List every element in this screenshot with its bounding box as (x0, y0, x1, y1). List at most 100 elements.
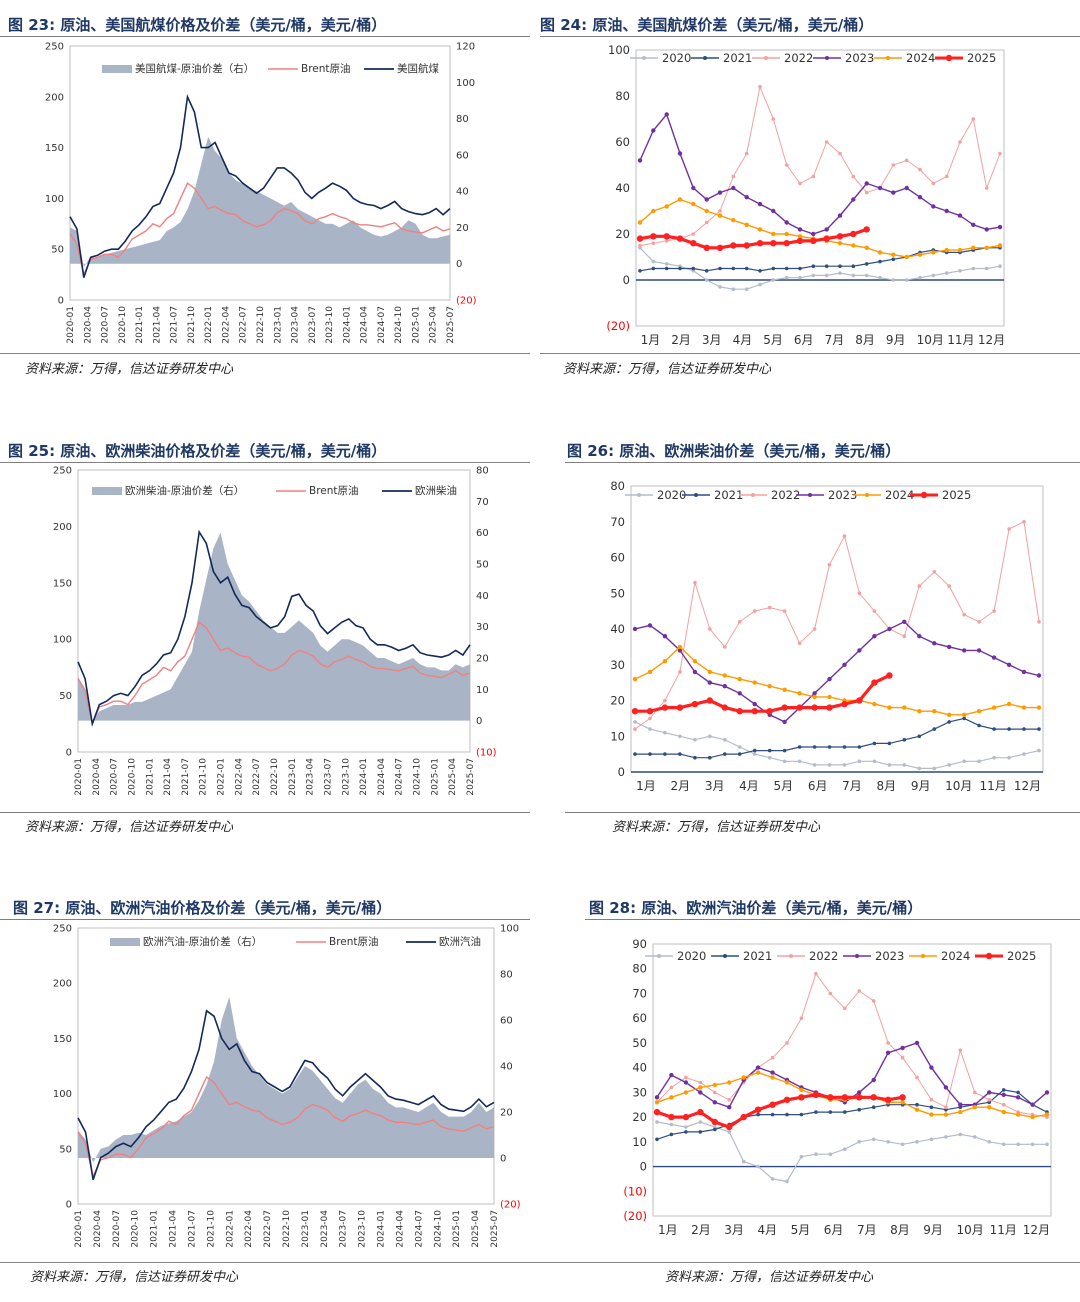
series-point-2022 (977, 620, 981, 624)
series-point-2020 (825, 274, 829, 278)
left-tick-label: 200 (53, 522, 72, 533)
x-tick-label: 2023-01 (301, 1210, 311, 1248)
series-point-2021 (678, 752, 682, 756)
month-label: 10月 (945, 779, 972, 793)
legend-product-label: 欧洲汽油 (439, 935, 481, 948)
x-tick-label: 2022-10 (270, 758, 280, 796)
series-point-2023 (771, 209, 775, 213)
month-label: 8月 (890, 1223, 910, 1237)
series-point-2021 (785, 1113, 789, 1117)
x-tick-label: 2025-07 (490, 1210, 500, 1248)
series-point-2023 (638, 158, 642, 162)
x-tick-label: 2020-10 (131, 1210, 141, 1248)
y-tick-label: 40 (632, 1061, 647, 1075)
x-tick-label: 2020-04 (83, 306, 93, 344)
legend-marker-2021 (723, 954, 727, 958)
series-point-2024 (887, 705, 891, 709)
y-tick-label: 20 (610, 694, 625, 708)
series-point-2023 (977, 648, 981, 652)
series-point-2021 (800, 1113, 804, 1117)
series-point-2024 (973, 1105, 977, 1109)
series-point-2024 (1007, 702, 1011, 706)
x-tick-label: 2021-07 (170, 306, 180, 344)
left-tick-label: 250 (53, 924, 72, 935)
series-point-2022 (798, 642, 802, 646)
series-point-2025 (899, 1094, 905, 1100)
series-point-2022 (985, 186, 989, 190)
series-point-2025 (797, 238, 803, 244)
legend-label-2024: 2024 (906, 51, 935, 65)
series-point-2025 (677, 235, 683, 241)
series-point-2020 (1002, 1143, 1006, 1147)
series-point-2023 (905, 186, 909, 190)
x-tick-label: 2025-07 (446, 306, 456, 344)
series-point-2023 (971, 223, 975, 227)
series-point-2021 (947, 720, 951, 724)
series-point-2021 (825, 264, 829, 268)
series-point-2023 (753, 702, 757, 706)
series-point-2022 (905, 159, 909, 163)
series-point-2021 (872, 1105, 876, 1109)
series-point-2022 (652, 241, 656, 245)
series-point-2023 (917, 634, 921, 638)
series-point-2024 (1002, 1110, 1006, 1114)
x-tick-label: 2024-04 (377, 758, 387, 796)
legend-marker-2025 (921, 492, 927, 498)
x-tick-label: 2022-04 (234, 758, 244, 796)
series-point-2023 (891, 190, 895, 194)
y-tick-label: 50 (632, 1036, 647, 1050)
series-point-2022 (828, 563, 832, 567)
series-point-2025 (683, 1114, 689, 1120)
series-point-2024 (915, 1108, 919, 1112)
series-point-2024 (638, 220, 642, 224)
series-point-2024 (678, 645, 682, 649)
legend-marker-2022 (751, 493, 755, 497)
fig23-svg: 050100150200250(20)0204060801001202020-0… (0, 38, 530, 350)
x-tick-label: 2023-04 (306, 758, 316, 796)
series-point-2020 (972, 267, 976, 271)
fig25-bottom-rule (0, 812, 530, 813)
series-point-2020 (723, 738, 727, 742)
series-point-2025 (692, 701, 698, 707)
month-label: 2月 (670, 779, 690, 793)
series-point-2021 (878, 260, 882, 264)
series-point-2025 (856, 697, 862, 703)
series-point-2023 (851, 197, 855, 201)
y-tick-label: 0 (623, 273, 630, 287)
left-tick-label: 100 (53, 635, 72, 646)
series-point-2020 (888, 763, 892, 767)
series-point-2024 (708, 670, 712, 674)
series-point-2020 (756, 1165, 760, 1169)
fig27-bottom-rule (0, 1262, 1080, 1263)
series-point-2022 (873, 609, 877, 613)
series-point-2024 (669, 1095, 673, 1099)
series-point-2021 (705, 269, 709, 273)
fig27-chart: 0 50 100 150 200 250 (20) 0 20 40 60 80 100 2020-01 20… (0, 921, 530, 1259)
series-point-2023 (798, 227, 802, 231)
x-tick-label: 2023-10 (341, 758, 351, 796)
series-point-2020 (843, 1147, 847, 1151)
y-tick-label: 100 (608, 43, 630, 57)
series-point-2021 (888, 742, 892, 746)
series-point-2021 (652, 267, 656, 271)
series-point-2021 (753, 749, 757, 753)
legend-spread-label: 美国航煤-原油价差（右） (135, 62, 254, 75)
series-point-2022 (829, 992, 833, 996)
series-point-2025 (796, 704, 802, 710)
x-tick-label: 2022-04 (221, 306, 231, 344)
right-tick-label: (10) (476, 748, 497, 759)
series-point-2022 (944, 1105, 948, 1109)
series-point-2024 (958, 1110, 962, 1114)
x-tick-label: 2021-04 (169, 1210, 179, 1248)
left-tick-label: 200 (53, 979, 72, 990)
series-point-2025 (726, 1124, 732, 1130)
series-point-2024 (698, 1085, 702, 1089)
month-label: 7月 (842, 779, 862, 793)
series-point-2020 (699, 1120, 703, 1124)
x-tick-label: 2025-01 (430, 758, 440, 796)
series-point-2024 (785, 1080, 789, 1084)
series-point-2021 (798, 745, 802, 749)
y-tick-label: (20) (606, 319, 630, 333)
series-point-2022 (738, 620, 742, 624)
right-tick-label: 80 (476, 466, 489, 477)
